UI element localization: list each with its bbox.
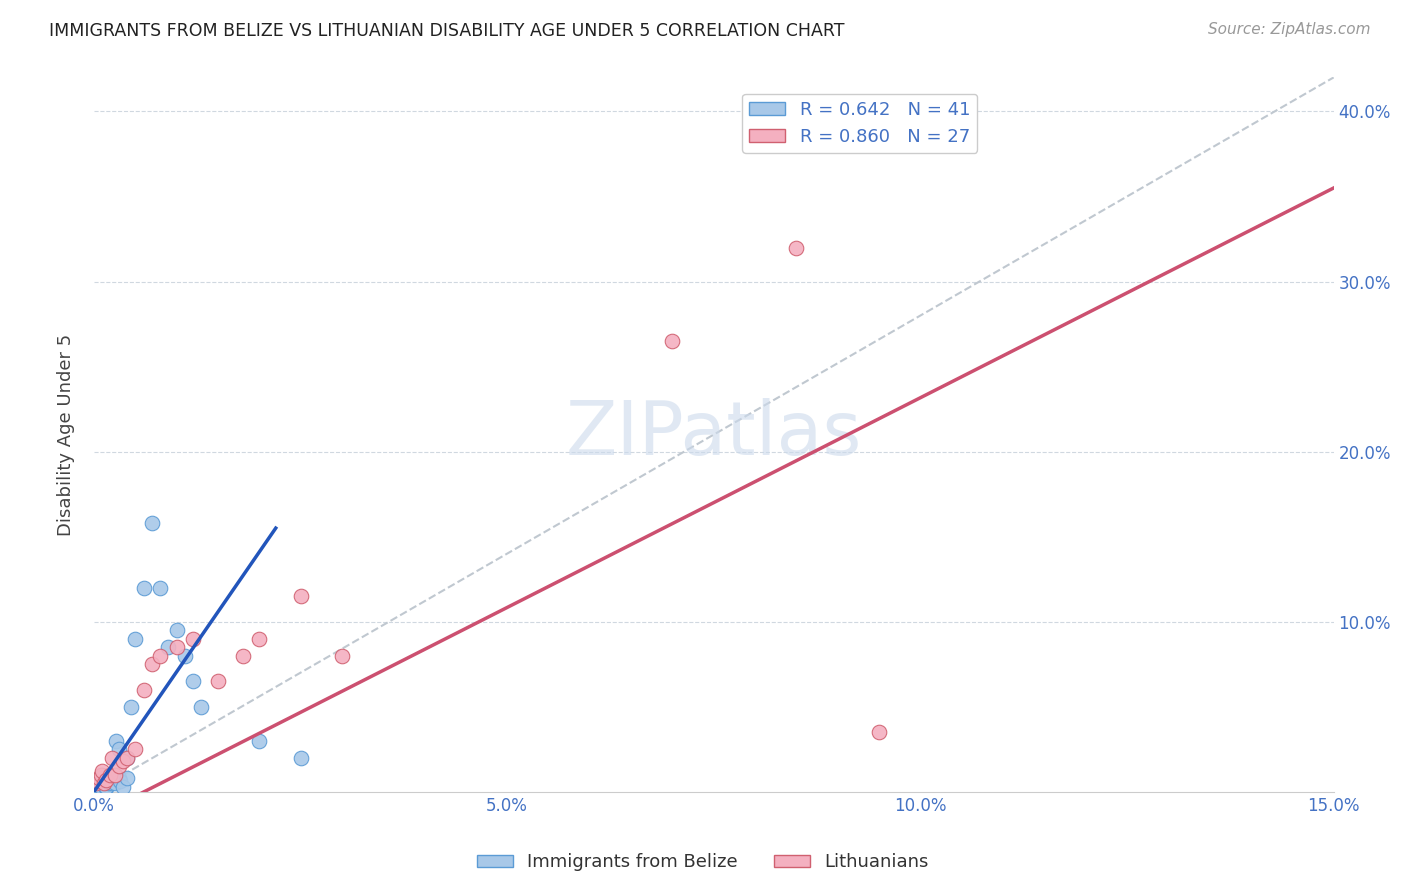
Text: IMMIGRANTS FROM BELIZE VS LITHUANIAN DISABILITY AGE UNDER 5 CORRELATION CHART: IMMIGRANTS FROM BELIZE VS LITHUANIAN DIS… [49, 22, 845, 40]
Point [104, 767, 127, 781]
Point [661, 334, 683, 348]
Point [107, 742, 129, 756]
Point [132, 581, 155, 595]
Point [785, 240, 807, 254]
Point [93, 774, 115, 789]
Point [87, 771, 110, 785]
Point [91, 764, 114, 779]
Point [190, 699, 212, 714]
Point [157, 640, 180, 655]
Point [111, 780, 134, 794]
Point [124, 632, 146, 646]
Point [181, 674, 204, 689]
Point [290, 589, 312, 603]
Point [87, 776, 110, 790]
Point [101, 776, 124, 790]
Point [111, 754, 134, 768]
Legend: R = 0.642   N = 41, R = 0.860   N = 27: R = 0.642 N = 41, R = 0.860 N = 27 [742, 94, 977, 153]
Point [84, 781, 107, 796]
Point [141, 657, 163, 672]
Point [124, 742, 146, 756]
Point [100, 774, 122, 789]
Point [107, 759, 129, 773]
Point [105, 733, 128, 747]
Point [89, 772, 111, 787]
Point [166, 640, 188, 655]
Point [100, 767, 122, 781]
Point [290, 750, 312, 764]
Point [141, 516, 163, 530]
Point [87, 774, 110, 789]
Point [115, 750, 138, 764]
Point [247, 632, 270, 646]
Point [86, 778, 108, 792]
Legend: Immigrants from Belize, Lithuanians: Immigrants from Belize, Lithuanians [470, 847, 936, 879]
Point [868, 725, 890, 739]
Point [96, 780, 118, 794]
Point [181, 632, 204, 646]
Point [120, 699, 142, 714]
Point [132, 682, 155, 697]
Point [330, 648, 353, 663]
Point [207, 674, 229, 689]
Point [93, 776, 115, 790]
Point [173, 648, 195, 663]
Point [100, 767, 122, 781]
Y-axis label: Disability Age Under 5: Disability Age Under 5 [58, 334, 75, 536]
Point [91, 767, 114, 781]
Point [90, 780, 112, 794]
Point [166, 623, 188, 637]
Point [110, 774, 132, 789]
Text: Source: ZipAtlas.com: Source: ZipAtlas.com [1208, 22, 1371, 37]
Point [96, 772, 118, 787]
Point [101, 750, 124, 764]
Point [97, 776, 120, 790]
Point [115, 771, 138, 785]
Point [86, 780, 108, 794]
Point [91, 776, 114, 790]
Point [86, 774, 108, 789]
Point [94, 781, 117, 796]
Point [101, 771, 124, 785]
Point [149, 648, 172, 663]
Point [104, 776, 127, 790]
Point [93, 778, 115, 792]
Point [149, 581, 172, 595]
Text: ZIPatlas: ZIPatlas [565, 398, 862, 471]
Point [115, 750, 138, 764]
Point [247, 733, 270, 747]
Point [232, 648, 254, 663]
Point [90, 767, 112, 781]
Point [107, 771, 129, 785]
Point [90, 771, 112, 785]
Point [96, 771, 118, 785]
Point [104, 767, 127, 781]
Point [84, 776, 107, 790]
